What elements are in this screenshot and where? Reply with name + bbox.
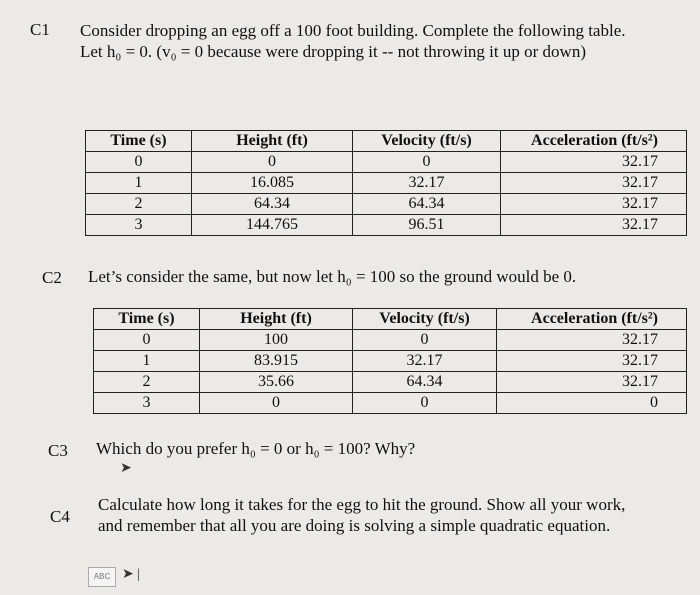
table-cell: 0	[93, 329, 200, 351]
header-cell: Acceleration (ft/s²)	[500, 130, 687, 152]
header-cell: Height (ft)	[191, 130, 353, 152]
table-cell: 32.17	[352, 350, 497, 372]
data-table: Time (s) Height (ft) Velocity (ft/s) Accele…	[85, 130, 687, 236]
table-row: 1 16.085 32.17 32.17	[85, 172, 687, 194]
section-text: Consider dropping an egg off a 100 foot …	[80, 21, 626, 61]
data-table: Time (s) Height (ft) Velocity (ft/s) Accele…	[93, 308, 687, 414]
section-text: Which do you prefer h₀ = 0 or h₀ = 100? …	[96, 439, 416, 458]
table-cell: 0	[199, 392, 353, 414]
table-cell: 32.17	[496, 371, 687, 393]
section-text: Calculate how long it takes for the egg …	[98, 495, 626, 535]
table-cell: 32.17	[496, 350, 687, 372]
table-cell: 0	[352, 151, 501, 173]
table-row: 0 100 0 32.17	[93, 329, 687, 351]
header-cell: Acceleration (ft/s²)	[496, 308, 687, 330]
table-cell: 32.17	[352, 172, 501, 194]
table-cell: 1	[85, 172, 192, 194]
header-cell: Velocity (ft/s)	[352, 308, 497, 330]
table-cell: 0	[352, 329, 497, 351]
table-cell: 2	[93, 371, 200, 393]
table-cell: 32.17	[496, 329, 687, 351]
header-cell: Velocity (ft/s)	[352, 130, 501, 152]
table-cell: 0	[352, 392, 497, 414]
table-cell: 0	[191, 151, 353, 173]
table-cell: 144.765	[191, 214, 353, 236]
table-row: 3 144.765 96.51 32.17	[85, 214, 687, 236]
cursor-arrow: ➤ |	[122, 567, 141, 582]
section-label: C3	[48, 441, 68, 460]
table-cell: 0	[85, 151, 192, 173]
table-row: 2 64.34 64.34 32.17	[85, 193, 687, 215]
header-cell: Time (s)	[85, 130, 192, 152]
table-cell: 2	[85, 193, 192, 215]
table-cell: 32.17	[500, 193, 687, 215]
table-cell: 64.34	[352, 193, 501, 215]
table-cell: 83.915	[199, 350, 353, 372]
table-cell: 32.17	[500, 214, 687, 236]
table-row: 1 83.915 32.17 32.17	[93, 350, 687, 372]
section-label: C1	[30, 20, 50, 39]
header-row: Time (s) Height (ft) Velocity (ft/s) Accele…	[85, 130, 687, 152]
table-cell: 3	[85, 214, 192, 236]
table-cell: 100	[199, 329, 353, 351]
table-cell: 64.34	[191, 193, 353, 215]
table-cell: 32.17	[500, 151, 687, 173]
table-cell: 0	[496, 392, 687, 414]
table-cell: 96.51	[352, 214, 501, 236]
table-cell: 1	[93, 350, 200, 372]
table-cell: 35.66	[199, 371, 353, 393]
table-cell: 32.17	[500, 172, 687, 194]
section-label: C2	[42, 268, 62, 287]
header-cell: Time (s)	[93, 308, 200, 330]
header-cell: Height (ft)	[199, 308, 353, 330]
table-row: 2 35.66 64.34 32.17	[93, 371, 687, 393]
cursor-arrow: ➤	[120, 461, 132, 476]
section-label: C4	[50, 507, 70, 526]
section-text: Let’s consider the same, but now let h₀ …	[88, 267, 577, 286]
table-row: 0 0 0 32.17	[85, 151, 687, 173]
spellcheck-icon[interactable]: ABC	[88, 567, 116, 587]
table-cell: 3	[93, 392, 200, 414]
table-cell: 64.34	[352, 371, 497, 393]
table-cell: 16.085	[191, 172, 353, 194]
header-row: Time (s) Height (ft) Velocity (ft/s) Accele…	[93, 308, 687, 330]
